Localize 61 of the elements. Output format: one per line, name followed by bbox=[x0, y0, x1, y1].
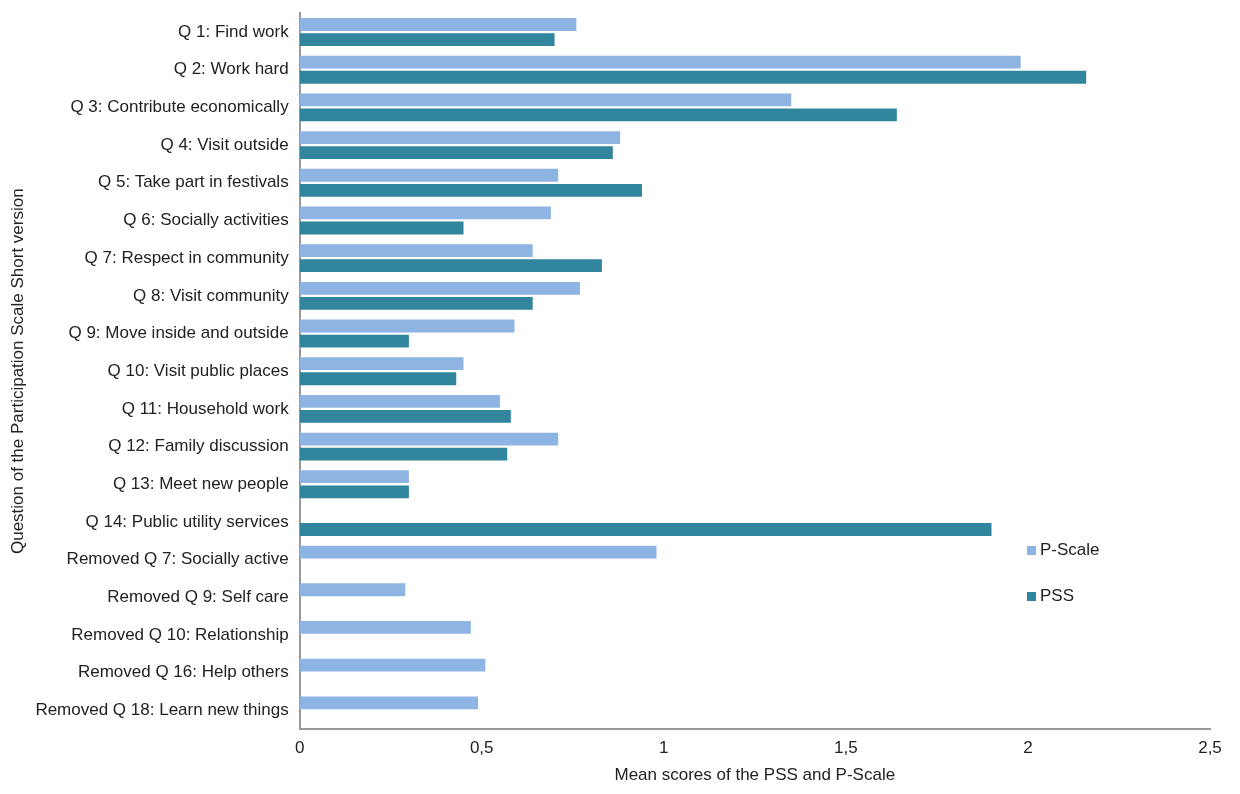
y-tick-label: Q 14: Public utility services bbox=[85, 511, 289, 531]
y-tick-label: Q 12: Family discussion bbox=[108, 436, 289, 456]
bar bbox=[299, 33, 555, 46]
bar bbox=[299, 658, 486, 672]
bar bbox=[299, 334, 409, 348]
bar bbox=[299, 93, 792, 107]
y-tick-label: Q 11: Household work bbox=[121, 398, 290, 418]
y-tick-label: Q 3: Contribute economically bbox=[70, 97, 290, 117]
y-tick-label: Q 9: Move inside and outside bbox=[68, 323, 289, 343]
bar bbox=[299, 621, 471, 634]
bar bbox=[299, 296, 533, 310]
bar bbox=[299, 18, 577, 31]
legend-label: PSS bbox=[1040, 586, 1075, 606]
bar bbox=[299, 410, 511, 423]
x-tick-label: 1 bbox=[659, 738, 669, 758]
bar bbox=[299, 394, 500, 408]
y-tick-label: Removed Q 7: Socially active bbox=[66, 549, 289, 569]
y-tick-label: Q 2: Work hard bbox=[173, 59, 289, 79]
bar bbox=[299, 183, 642, 197]
bar bbox=[299, 470, 409, 484]
bar bbox=[299, 357, 464, 371]
bar bbox=[299, 221, 464, 235]
y-axis-title: Question of the Participation Scale Short version bbox=[7, 188, 27, 555]
bar bbox=[299, 583, 406, 597]
bar bbox=[299, 447, 508, 461]
bar bbox=[299, 485, 409, 499]
y-tick-label: Q 10: Visit public places bbox=[107, 360, 289, 380]
y-tick-label: Removed Q 10: Relationship bbox=[71, 624, 289, 644]
x-tick-label: 2,5 bbox=[1198, 738, 1222, 758]
bar bbox=[299, 523, 992, 536]
bar bbox=[299, 432, 559, 446]
bar bbox=[299, 545, 657, 559]
bar bbox=[299, 146, 613, 160]
bar bbox=[299, 206, 551, 220]
y-tick-label: Removed Q 16: Help others bbox=[77, 662, 289, 682]
y-tick-label: Q 8: Visit community bbox=[133, 285, 290, 305]
y-tick-label: Removed Q 18: Learn new things bbox=[35, 700, 289, 720]
x-tick-label: 0 bbox=[294, 738, 305, 758]
bar bbox=[299, 281, 581, 295]
bar bbox=[299, 244, 533, 258]
bar bbox=[299, 168, 559, 182]
bar bbox=[299, 372, 457, 386]
legend-label: P-Scale bbox=[1040, 540, 1100, 560]
bar bbox=[299, 70, 1087, 84]
y-tick-label: Q 7: Respect in community bbox=[84, 247, 290, 267]
y-tick-label: Q 6: Socially activities bbox=[123, 210, 289, 230]
x-axis-title: Mean scores of the PSS and P-Scale bbox=[614, 765, 896, 785]
x-tick-label: 1,5 bbox=[834, 738, 858, 758]
bar bbox=[299, 259, 602, 273]
bar bbox=[299, 131, 621, 144]
bar bbox=[299, 55, 1021, 69]
y-tick-label: Removed Q 9: Self care bbox=[107, 586, 289, 606]
bar bbox=[299, 696, 479, 710]
y-tick-label: Q 4: Visit outside bbox=[160, 134, 289, 154]
y-tick-label: Q 5: Take part in festivals bbox=[98, 172, 289, 192]
bar bbox=[299, 108, 897, 122]
bar bbox=[299, 319, 515, 333]
x-tick-label: 2 bbox=[1023, 738, 1033, 758]
y-tick-label: Q 13: Meet new people bbox=[112, 473, 289, 493]
x-tick-label: 0,5 bbox=[469, 738, 494, 758]
y-tick-label: Q 1: Find work bbox=[178, 21, 290, 41]
